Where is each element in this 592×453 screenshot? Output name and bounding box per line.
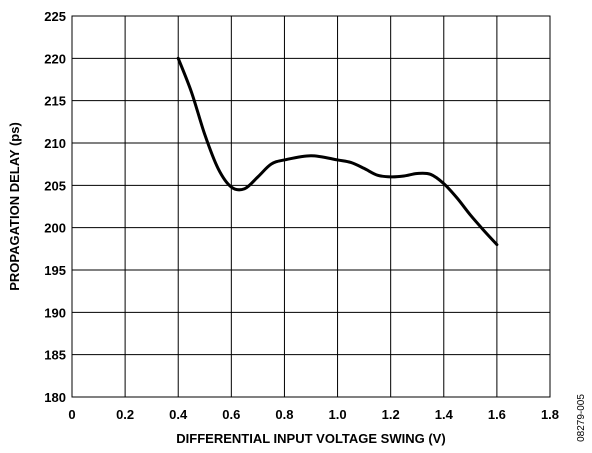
y-tick-label: 200 <box>44 221 66 236</box>
x-tick-label: 1.0 <box>329 407 347 422</box>
x-tick-label: 0 <box>68 407 75 422</box>
x-axis-label: DIFFERENTIAL INPUT VOLTAGE SWING (V) <box>176 431 445 446</box>
y-tick-label: 215 <box>44 94 66 109</box>
y-tick-label: 225 <box>44 9 66 24</box>
x-tick-label: 1.2 <box>382 407 400 422</box>
y-axis-label: PROPAGATION DELAY (ps) <box>7 122 22 291</box>
x-tick-label: 1.6 <box>488 407 506 422</box>
x-tick-label: 0.4 <box>169 407 188 422</box>
y-tick-label: 195 <box>44 263 66 278</box>
grid-lines <box>71 15 551 398</box>
x-tick-label: 0.8 <box>275 407 293 422</box>
x-tick-labels: 0 0.2 0.4 0.6 0.8 1.0 1.2 1.4 1.6 1.8 <box>68 407 559 422</box>
x-tick-label: 0.6 <box>222 407 240 422</box>
x-tick-label: 1.8 <box>541 407 559 422</box>
y-tick-label: 180 <box>44 390 66 405</box>
plot-frame <box>71 15 551 398</box>
y-tick-label: 190 <box>44 305 66 320</box>
x-tick-label: 0.2 <box>116 407 134 422</box>
y-tick-label: 205 <box>44 178 66 193</box>
y-tick-label: 220 <box>44 51 66 66</box>
y-tick-label: 210 <box>44 136 66 151</box>
series-line <box>176 56 499 247</box>
y-tick-labels: 180 185 190 195 200 205 210 215 220 225 <box>44 9 66 405</box>
y-tick-label: 185 <box>44 348 66 363</box>
x-tick-label: 1.4 <box>435 407 454 422</box>
figure-id: 08279-005 <box>576 394 587 442</box>
